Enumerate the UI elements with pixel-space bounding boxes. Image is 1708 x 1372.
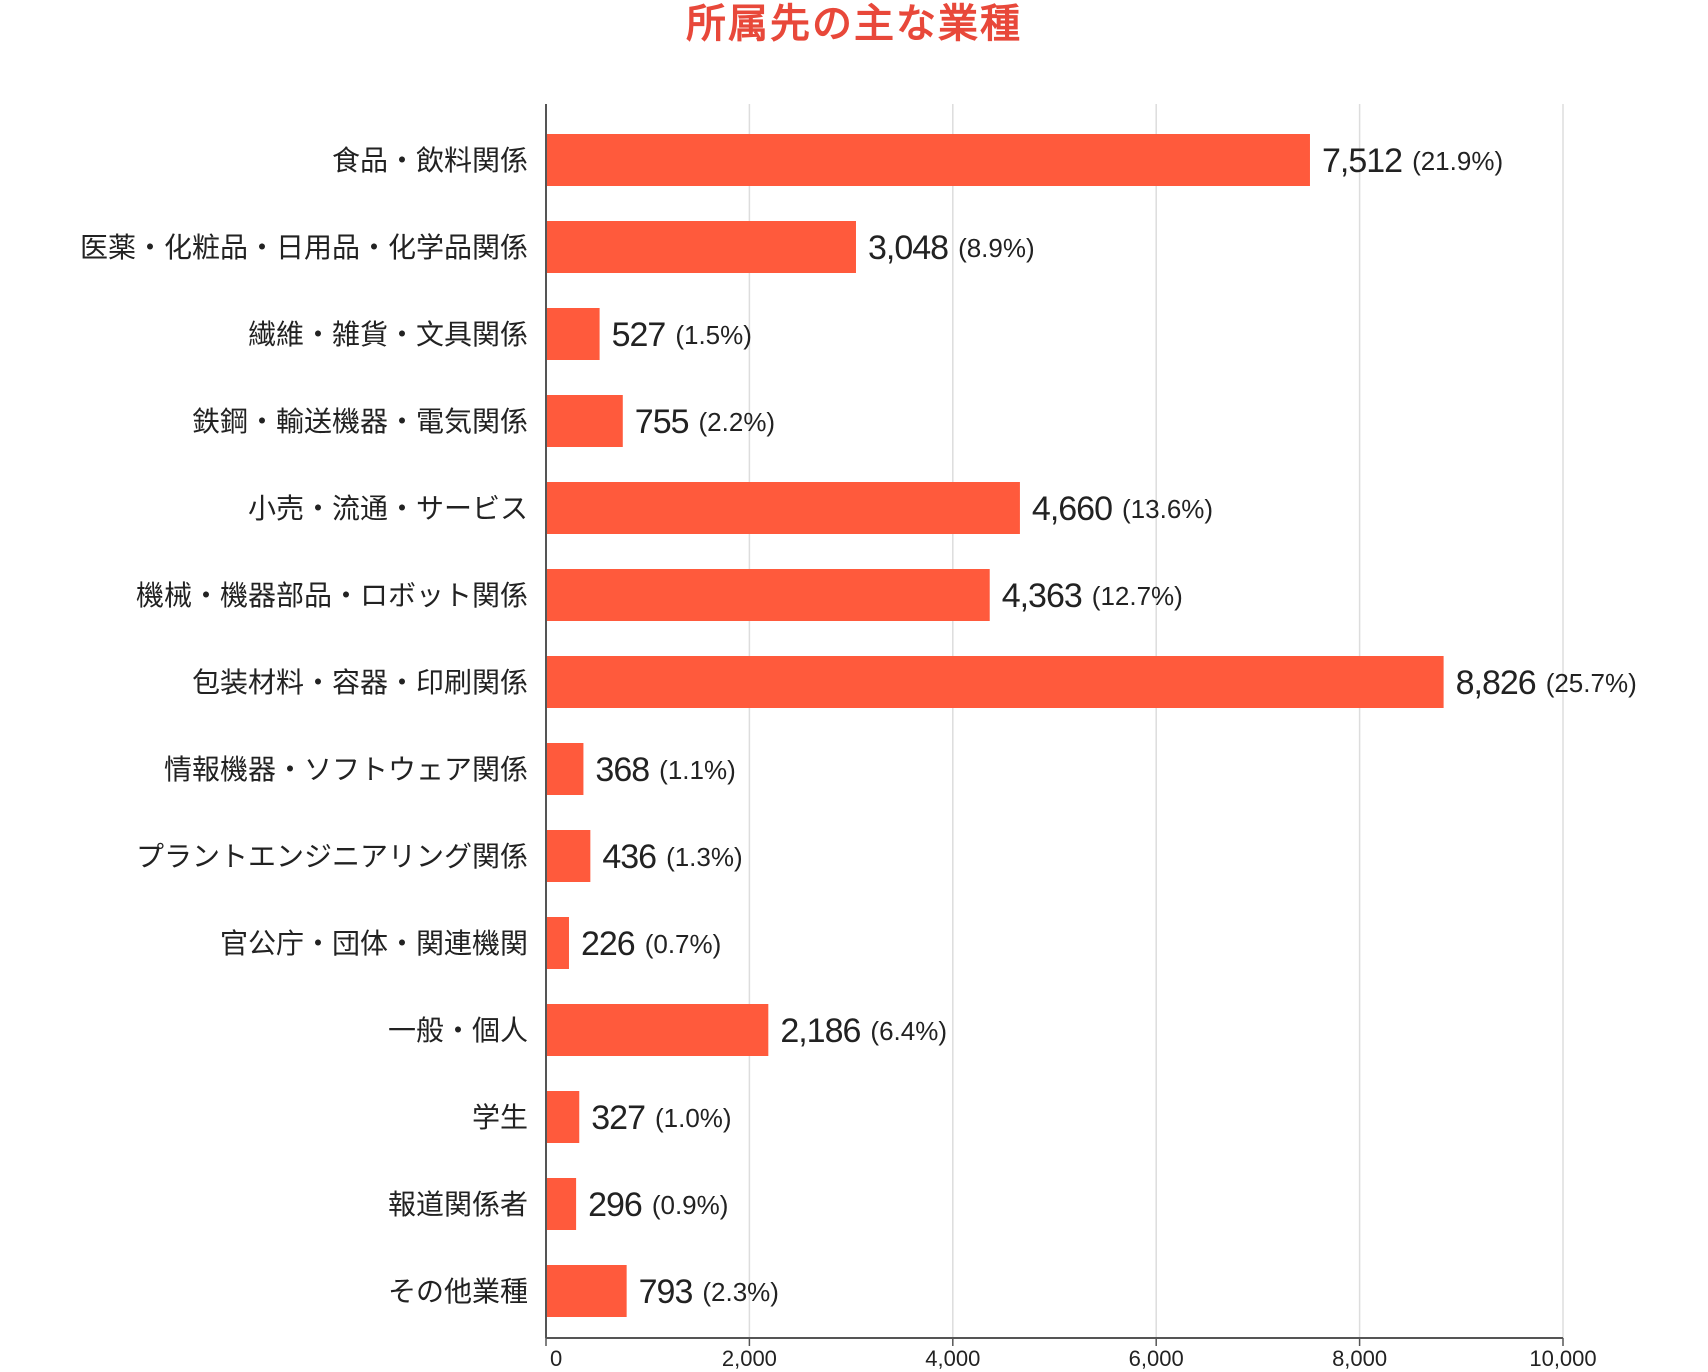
- category-label: 小売・流通・サービス: [248, 492, 528, 525]
- bar: [546, 395, 623, 447]
- x-tick-label: 6,000: [1129, 1346, 1184, 1371]
- bar: [546, 221, 856, 273]
- category-label: 報道関係者: [388, 1188, 528, 1221]
- bar: [546, 1004, 769, 1056]
- grid-lines: [748, 104, 1564, 1338]
- value-label: 368: [595, 751, 649, 789]
- percent-label: (21.9%): [1412, 146, 1503, 176]
- value-label: 793: [639, 1273, 693, 1311]
- value-label: 436: [602, 838, 656, 876]
- bar: [546, 569, 990, 621]
- bar: [546, 482, 1020, 534]
- percent-label: (2.2%): [699, 407, 776, 437]
- category-label: その他業種: [388, 1275, 528, 1308]
- value-label: 2,186: [780, 1012, 860, 1050]
- bar: [546, 308, 600, 360]
- percent-label: (12.7%): [1092, 581, 1183, 611]
- bar: [546, 656, 1444, 708]
- bar: [546, 743, 584, 795]
- category-label: 官公庁・団体・関連機関: [220, 927, 528, 960]
- axes: [545, 104, 1564, 1346]
- category-labels: 食品・飲料関係医薬・化粧品・日用品・化学品関係繊維・雑貨・文具関係鉄鋼・輸送機器…: [80, 144, 528, 1308]
- value-label: 327: [591, 1099, 645, 1137]
- x-tick-label: 0: [550, 1346, 562, 1371]
- category-label: 情報機器・ソフトウェア関係: [164, 753, 528, 786]
- value-label: 226: [581, 925, 635, 963]
- bar: [546, 917, 569, 969]
- category-label: 包装材料・容器・印刷関係: [192, 666, 528, 699]
- category-label: 機械・機器部品・ロボット関係: [136, 579, 528, 612]
- value-label: 3,048: [868, 229, 948, 267]
- tick-labels: 0 2,000 4,000 6,000 8,000 10,000: [550, 1346, 1597, 1371]
- x-tick-label: 2,000: [722, 1346, 777, 1371]
- value-label: 7,512: [1322, 142, 1402, 180]
- percent-label: (2.3%): [702, 1277, 779, 1307]
- percent-label: (25.7%): [1546, 668, 1637, 698]
- category-label: プラントエンジニアリング関係: [136, 840, 528, 873]
- bars: [546, 134, 1444, 1317]
- percent-label: (1.1%): [659, 755, 736, 785]
- value-label: 755: [635, 403, 689, 441]
- x-tick-label: 4,000: [925, 1346, 980, 1371]
- category-label: 繊維・雑貨・文具関係: [248, 318, 528, 351]
- value-labels: 7,512 (21.9%) 3,048 (8.9%) 527 (1.5%) 755 (2.2%…: [581, 142, 1637, 1311]
- bar: [546, 830, 591, 882]
- category-label: 学生: [472, 1101, 528, 1134]
- percent-label: (0.7%): [645, 929, 722, 959]
- category-label: 鉄鋼・輸送機器・電気関係: [192, 405, 528, 438]
- value-label: 4,660: [1032, 490, 1112, 528]
- x-tick-label: 8,000: [1332, 1346, 1387, 1371]
- value-label: 527: [612, 316, 666, 354]
- percent-label: (6.4%): [870, 1016, 947, 1046]
- category-label: 一般・個人: [388, 1014, 528, 1047]
- x-tick-label: 10,000: [1529, 1346, 1596, 1371]
- percent-label: (1.3%): [666, 842, 743, 872]
- chart-title: 所属先の主な業種: [686, 1, 1022, 47]
- category-label: 医薬・化粧品・日用品・化学品関係: [80, 231, 528, 264]
- category-label: 食品・飲料関係: [332, 144, 528, 177]
- bar: [546, 1178, 577, 1230]
- value-label: 4,363: [1002, 577, 1082, 615]
- percent-label: (13.6%): [1122, 494, 1213, 524]
- percent-label: (1.0%): [655, 1103, 732, 1133]
- value-label: 296: [588, 1186, 642, 1224]
- bar: [546, 1091, 580, 1143]
- bar: [546, 1265, 627, 1317]
- percent-label: (0.9%): [652, 1190, 729, 1220]
- value-label: 8,826: [1456, 664, 1536, 702]
- bar: [546, 134, 1310, 186]
- percent-label: (1.5%): [675, 320, 752, 350]
- percent-label: (8.9%): [958, 233, 1035, 263]
